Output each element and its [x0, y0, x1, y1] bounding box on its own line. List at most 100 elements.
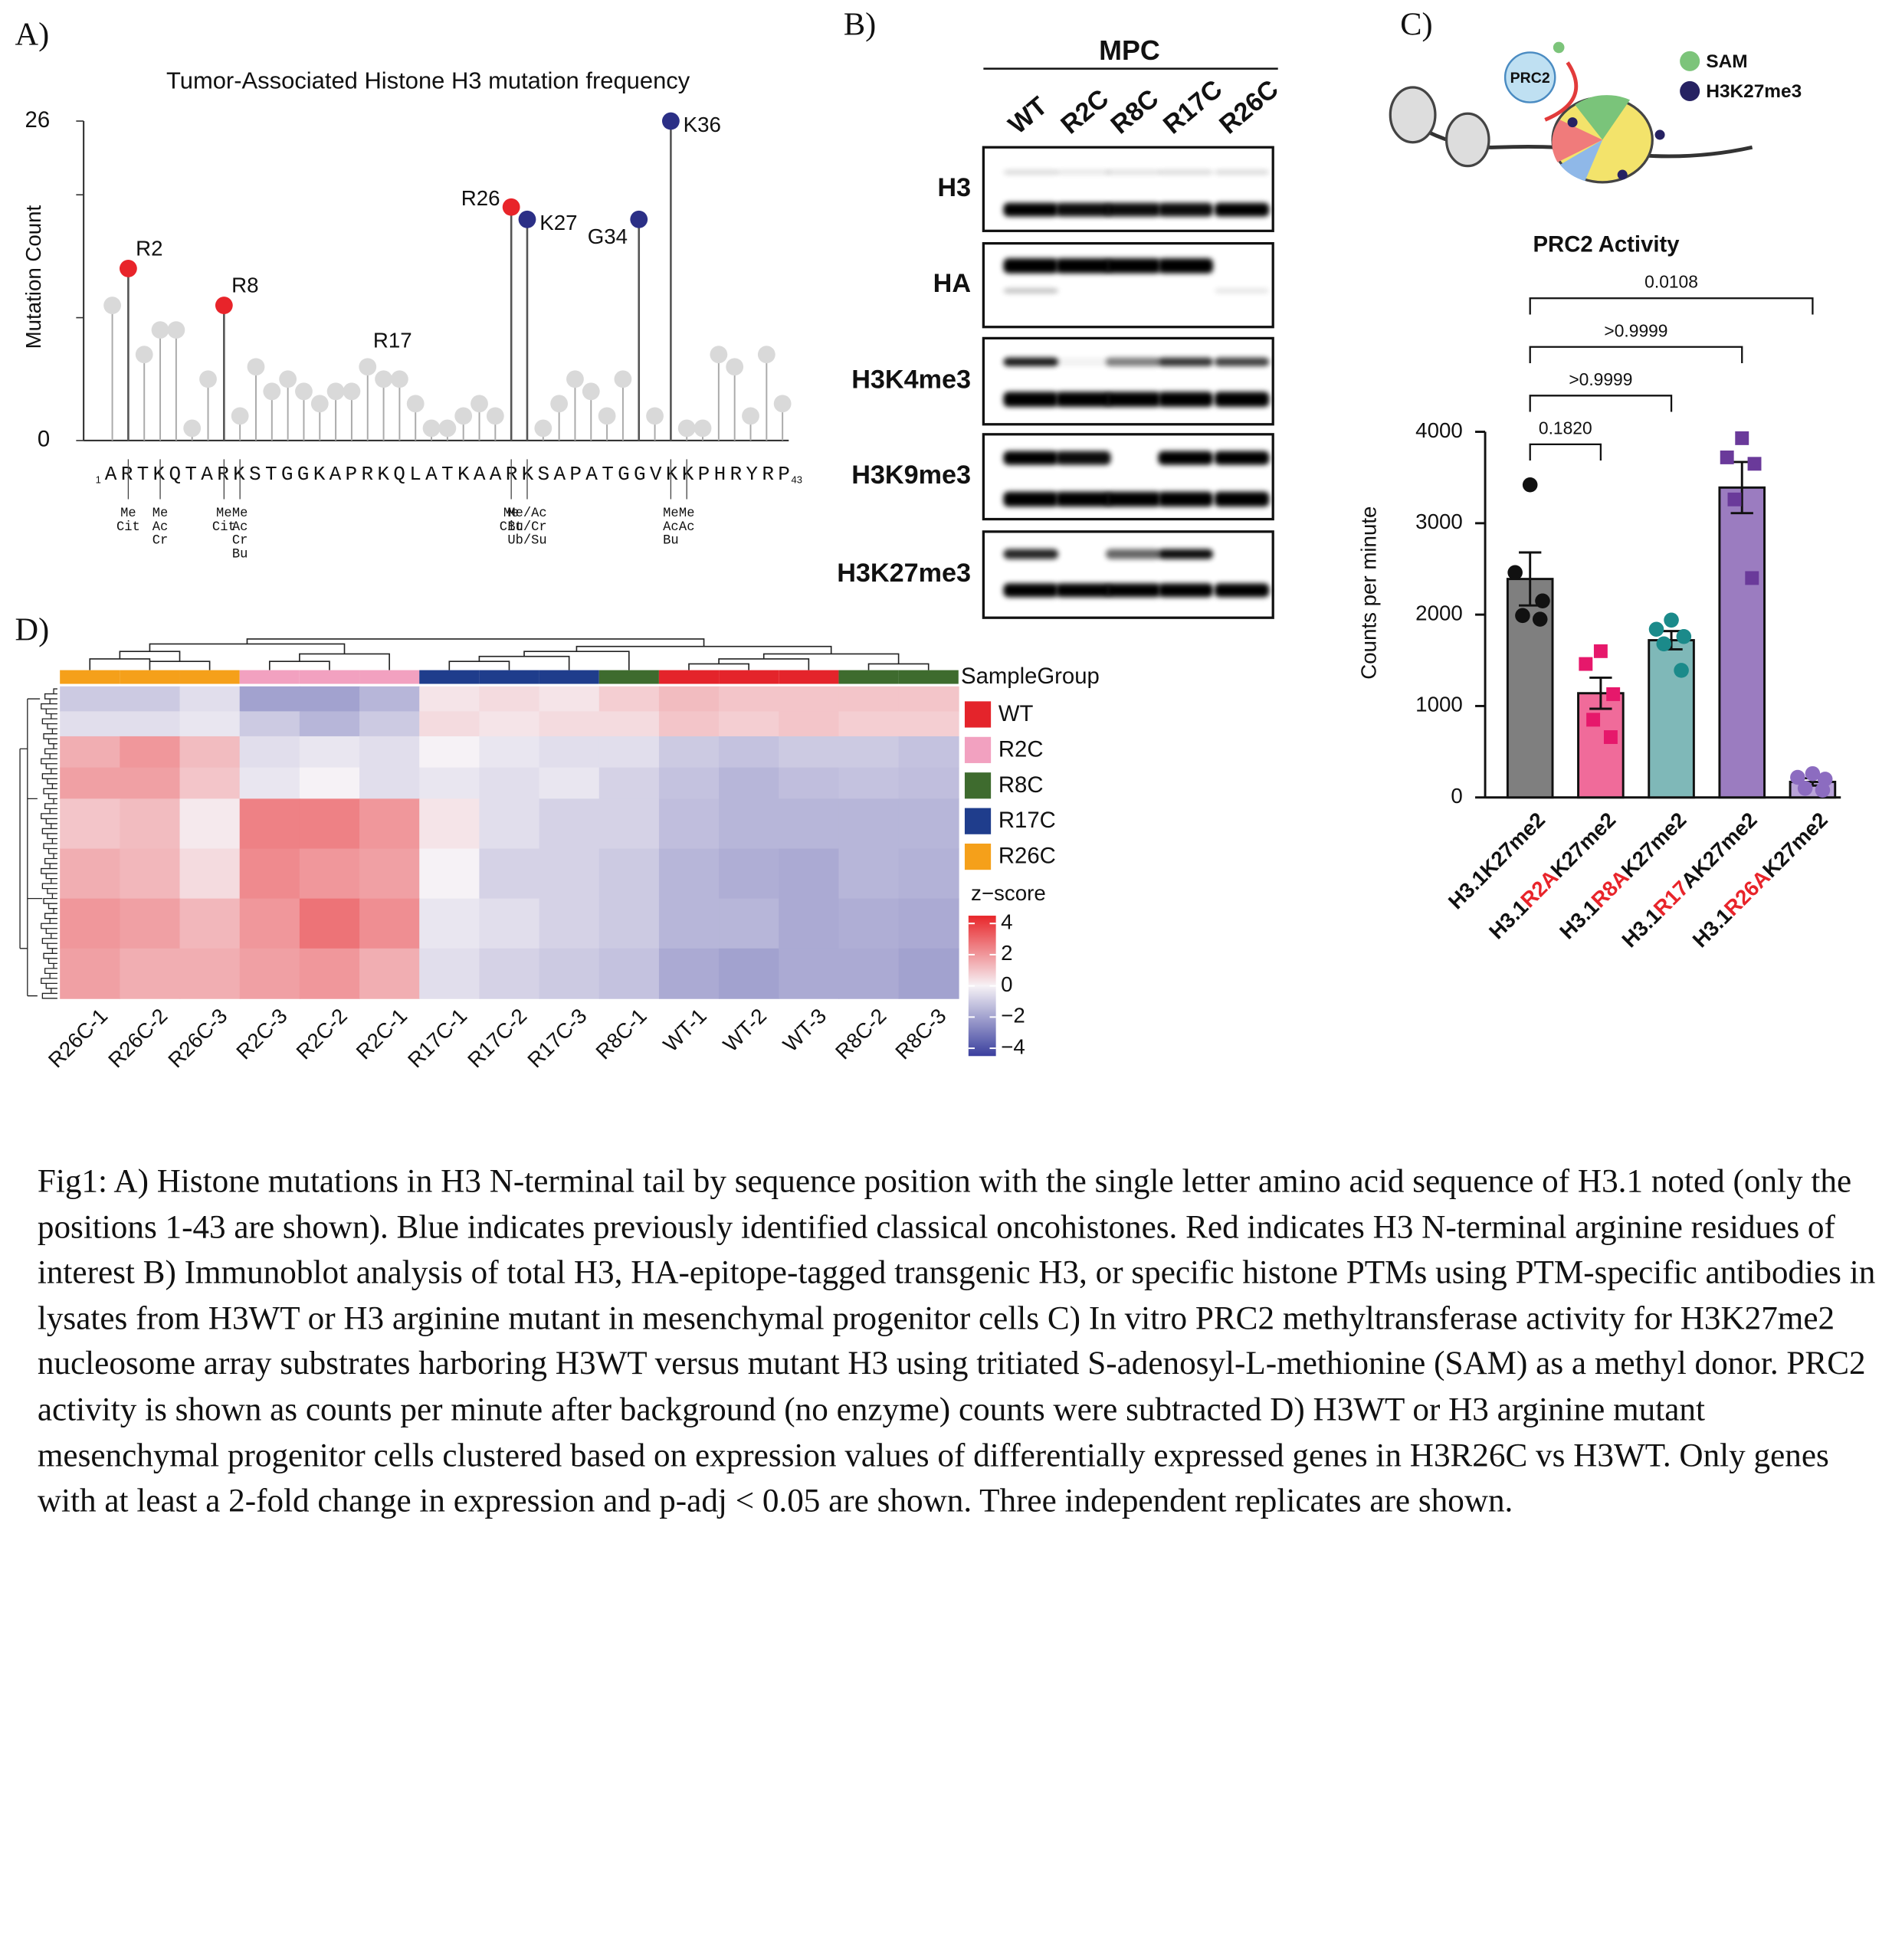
x-tick-label-part: K27me2 [1758, 808, 1832, 882]
ptm-label: Me/Ac [507, 506, 546, 521]
heatmap-cell [779, 736, 840, 769]
band [1214, 169, 1270, 175]
column-label: R17C-2 [463, 1004, 531, 1072]
heatmap-cell [539, 736, 600, 769]
group-bar [719, 670, 779, 684]
band [1214, 583, 1270, 598]
legend-label: R2C [998, 736, 1044, 762]
column-dendrogram [89, 638, 930, 670]
heatmap-cell [359, 767, 421, 800]
legend-swatch [964, 701, 992, 728]
heatmap-cell [120, 711, 181, 737]
legend-label: SAM [1706, 51, 1747, 72]
legend-dot [1680, 51, 1700, 71]
column-label: R26C-3 [163, 1004, 231, 1072]
data-point [1797, 781, 1813, 796]
heatmap-cell [898, 948, 959, 999]
ptm-label: Me [120, 506, 136, 521]
significance-bracket [1529, 443, 1602, 461]
ptm-label: Cr [232, 534, 248, 549]
heatmap-cell [598, 898, 660, 949]
blot-panel [982, 241, 1274, 329]
group-bar [479, 670, 539, 684]
sequence: ARTKQTARKSTGGKAPRKQLATKAARKSAPATGGVKKPHR… [105, 463, 790, 486]
y-tick-label: 2000 [1415, 601, 1463, 624]
error-bar [1589, 676, 1612, 710]
column-label: R26C-1 [44, 1004, 112, 1072]
scale-tick-label: −2 [1001, 1004, 1025, 1028]
x-tick-label: H3.1R8AK27me2 [1555, 808, 1690, 943]
heatmap-cell [719, 686, 780, 713]
ptm-label: Ac [152, 520, 169, 535]
legend-label: H3K27me3 [1706, 81, 1802, 102]
lollipop-dot [422, 419, 441, 438]
heatmap-cell [60, 848, 121, 900]
data-point [1727, 492, 1742, 506]
lollipop-dot [566, 370, 584, 388]
heatmap-cell [239, 848, 300, 900]
panel-label: D) [15, 611, 50, 647]
schematic: PRC2 [1389, 41, 1753, 184]
band [1158, 549, 1214, 559]
heatmap-cell [898, 798, 959, 850]
dendro-branch [89, 651, 211, 670]
band [1214, 491, 1270, 507]
lollipop-dot [598, 407, 616, 425]
band [1055, 392, 1111, 407]
nucleosome [1389, 86, 1437, 144]
lollipop-dot [694, 419, 712, 438]
legend-label: WT [998, 701, 1034, 726]
blot-panel [982, 336, 1274, 426]
x-tick-label-part: K27me2 [1617, 808, 1691, 882]
lollipop-dot [199, 370, 217, 388]
legend-label: R17C [998, 808, 1056, 833]
highlight-label: K36 [684, 113, 721, 136]
column-label: R8C-3 [890, 1004, 950, 1064]
group-bar [838, 670, 899, 684]
band [1158, 491, 1214, 507]
x-tick-label: H3.1R17AK27me2 [1618, 808, 1762, 952]
bar [1648, 639, 1695, 799]
lollipop-dot [710, 346, 728, 364]
lollipop-dot [135, 346, 153, 364]
y-tick-label: 4000 [1415, 418, 1463, 442]
heatmap-cell [479, 686, 540, 713]
data-point [1805, 765, 1821, 782]
heatmap-cell [179, 767, 241, 800]
lollipop-dot [167, 321, 185, 339]
lane-label: WT [1003, 91, 1053, 139]
column-label: R17C-1 [403, 1004, 471, 1072]
group-bar [779, 670, 839, 684]
band [1158, 451, 1214, 465]
dendro-branch [688, 653, 930, 670]
data-point [1674, 663, 1689, 678]
band [1003, 549, 1059, 559]
heatmap-cell [299, 711, 360, 737]
panel-label: B) [844, 7, 876, 43]
highlight-label: R8 [231, 273, 258, 297]
heatmap-cell [658, 898, 720, 949]
lollipop-dot [757, 346, 775, 364]
ptm-label: Ac [679, 520, 695, 535]
ptm-label: Me [503, 506, 520, 521]
blot-panel [982, 146, 1274, 232]
heatmap-cell [539, 767, 600, 800]
lollipop-dot [518, 210, 536, 228]
bar [1718, 486, 1766, 799]
band [1158, 392, 1214, 407]
caption: Fig1: A) Histone mutations in H3 N-termi… [37, 1162, 1876, 1519]
heatmap-cell [120, 948, 181, 999]
heatmap-cell [479, 711, 540, 737]
ptm-label: Me [679, 506, 695, 521]
enzyme [1503, 51, 1556, 103]
heatmap-cell [838, 848, 900, 900]
ptm-label: Ac [232, 520, 248, 535]
band [1158, 202, 1214, 217]
band [1214, 451, 1270, 465]
mark [1654, 129, 1665, 140]
heatmap-cell [419, 686, 480, 713]
heatmap-cell [239, 898, 300, 949]
heatmap-cell [359, 798, 421, 850]
heatmap-cell [419, 736, 480, 769]
heatmap-cell [299, 736, 360, 769]
